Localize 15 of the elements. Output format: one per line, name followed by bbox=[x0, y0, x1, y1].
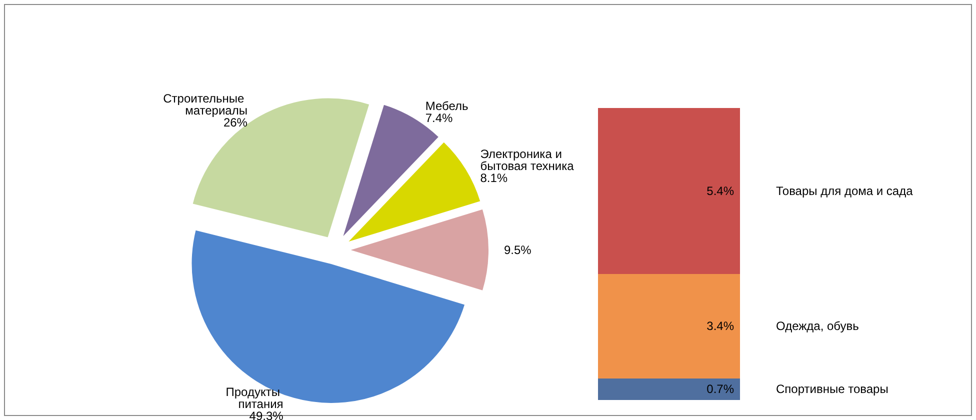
slice-label: Мебель bbox=[425, 99, 468, 114]
data-label: 26% bbox=[223, 116, 248, 130]
slice-label: Электроника и бытовая техника bbox=[480, 147, 574, 174]
data-label: 5.4% bbox=[706, 184, 734, 198]
text: Товары для дома и сада bbox=[776, 184, 914, 198]
data-label: 7.4% bbox=[425, 111, 454, 126]
slice-label: Строительные материалы bbox=[163, 92, 248, 118]
slice-label: Продукты питания bbox=[226, 385, 284, 412]
data-label: 3.4% bbox=[706, 319, 734, 334]
data-label: 9.5% bbox=[504, 242, 532, 257]
text: Спортивные товары bbox=[776, 382, 888, 396]
data-label: 8.1% bbox=[480, 171, 508, 186]
text: Одежда, обувь bbox=[776, 319, 859, 334]
data-label: 0.7% bbox=[706, 382, 734, 396]
data-label: 49.3% bbox=[249, 409, 284, 420]
